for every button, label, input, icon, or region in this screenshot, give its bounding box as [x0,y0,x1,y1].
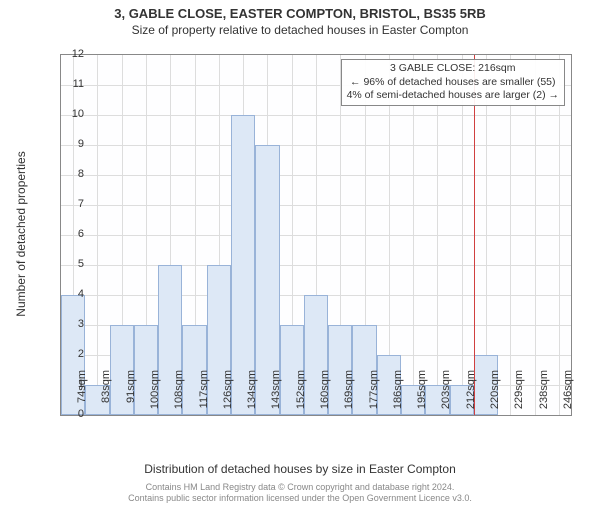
xtick-label: 91sqm [125,370,137,403]
ytick-label: 6 [54,228,84,240]
xtick-label: 152sqm [295,370,307,409]
info-line: ← 96% of detached houses are smaller (55… [347,76,559,90]
xtick-label: 143sqm [270,370,282,409]
gridline-v [437,55,438,415]
marker-line [474,55,475,415]
chart-area: 3 GABLE CLOSE: 216sqm← 96% of detached h… [60,54,570,414]
ytick-label: 9 [54,138,84,150]
xtick-label: 126sqm [222,370,234,409]
xtick-label: 195sqm [416,370,428,409]
xtick-label: 134sqm [246,370,258,409]
info-line: 4% of semi-detached houses are larger (2… [347,89,559,103]
footer: Contains HM Land Registry data © Crown c… [0,482,600,504]
ytick-label: 3 [54,318,84,330]
ytick-label: 12 [54,48,84,60]
ytick-label: 2 [54,348,84,360]
info-line: 3 GABLE CLOSE: 216sqm [347,62,559,76]
gridline-v [559,55,560,415]
gridline-v [535,55,536,415]
xtick-label: 186sqm [392,370,404,409]
xtick-label: 212sqm [465,370,477,409]
page-title: 3, GABLE CLOSE, EASTER COMPTON, BRISTOL,… [0,6,600,21]
x-axis-label: Distribution of detached houses by size … [0,462,600,476]
footer-line-1: Contains HM Land Registry data © Crown c… [0,482,600,493]
gridline-v [413,55,414,415]
xtick-label: 169sqm [343,370,355,409]
xtick-label: 246sqm [562,370,574,409]
xtick-label: 229sqm [513,370,525,409]
xtick-label: 74sqm [76,370,88,403]
xtick-label: 100sqm [149,370,161,409]
page-subtitle: Size of property relative to detached ho… [0,23,600,37]
xtick-label: 177sqm [368,370,380,409]
footer-line-2: Contains public sector information licen… [0,493,600,504]
ytick-label: 8 [54,168,84,180]
gridline-v [462,55,463,415]
ytick-label: 5 [54,258,84,270]
ytick-label: 10 [54,108,84,120]
ytick-label: 7 [54,198,84,210]
ytick-label: 11 [54,78,84,90]
xtick-label: 160sqm [319,370,331,409]
info-box: 3 GABLE CLOSE: 216sqm← 96% of detached h… [341,59,565,106]
gridline-v [97,55,98,415]
xtick-label: 203sqm [440,370,452,409]
xtick-label: 108sqm [173,370,185,409]
xtick-label: 83sqm [100,370,112,403]
ytick-label: 4 [54,288,84,300]
xtick-label: 117sqm [198,370,210,408]
xtick-label: 220sqm [489,370,501,409]
y-axis-label: Number of detached properties [14,151,28,316]
ytick-label: 0 [54,408,84,420]
gridline-v [510,55,511,415]
xtick-label: 238sqm [538,370,550,409]
plot: 3 GABLE CLOSE: 216sqm← 96% of detached h… [60,54,572,416]
